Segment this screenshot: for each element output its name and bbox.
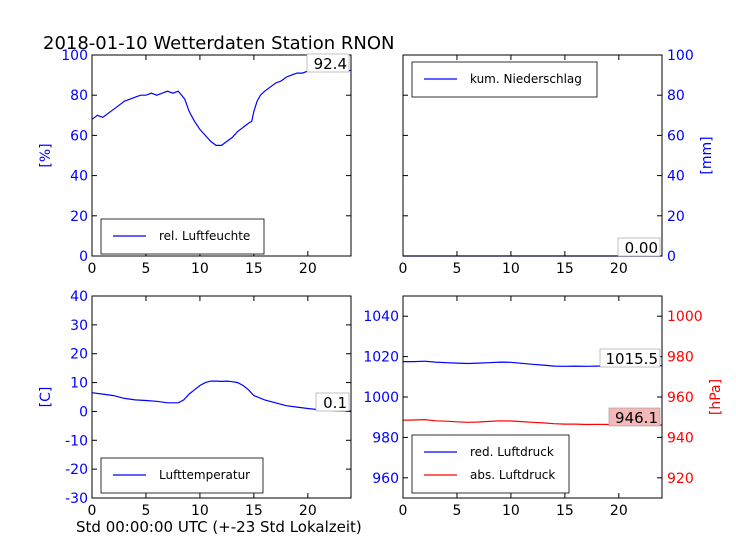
panel-temperature-ytick-label: -10 [65, 433, 88, 449]
panel-temperature-frame [91, 295, 352, 499]
panel-precipitation-xtick-label: 15 [556, 261, 574, 277]
panel-humidity-current-value-box [306, 53, 350, 73]
panel-pressure-xtick-label: 0 [399, 503, 408, 519]
panel-pressure-ytick-label: 1020 [363, 350, 399, 366]
panel-precipitation-ytick-label: 100 [667, 48, 694, 64]
panel-humidity-ylabel: [%] [38, 143, 54, 167]
panel-precipitation-xtick-label: 10 [502, 261, 520, 277]
panel-pressure-ytick-right-label: 980 [667, 350, 694, 366]
panel-pressure-ytick-right-label: 960 [667, 390, 694, 406]
panel-precipitation-xtick-label: 20 [610, 261, 628, 277]
panel-humidity-xtick-label: 10 [191, 261, 209, 277]
panel-humidity-xtick-label: 5 [141, 261, 150, 277]
panel-precipitation-ylabel: [mm] [699, 136, 715, 174]
panel-temperature-ytick-label: 0 [79, 404, 88, 420]
panel-humidity-xtick-label: 20 [299, 261, 317, 277]
panel-humidity-ytick-label: 60 [70, 128, 88, 144]
panel-temperature-current-value: 0.1 [323, 394, 347, 412]
panel-temperature-ytick-label: 10 [70, 376, 88, 392]
panel-humidity-frame [91, 54, 352, 257]
panel-pressure-current-value-1-box [608, 407, 661, 427]
panel-precipitation-ytick-label: 40 [667, 169, 685, 185]
panel-precipitation-xtick-label: 0 [399, 261, 408, 277]
panel-pressure-current-value-0-box [599, 348, 661, 368]
panel-temperature-series-line-0 [91, 380, 352, 412]
panel-precipitation-legend-label-0: kum. Niederschlag [470, 72, 582, 86]
panel-pressure-ylabel-right: [hPa] [708, 379, 724, 415]
panel-pressure-legend-label-1: abs. Luftdruck [470, 468, 555, 482]
panel-humidity-ytick-label: 20 [70, 209, 88, 225]
panel-temperature-xtick-label: 15 [245, 503, 263, 519]
panel-temperature-xtick-label: 20 [299, 503, 317, 519]
panel-temperature-ylabel: [C] [38, 387, 54, 408]
panel-temperature-ytick-label: -30 [65, 491, 88, 507]
panel-pressure-ytick-right-label: 1000 [667, 309, 703, 325]
panel-pressure-xtick-label: 5 [452, 503, 461, 519]
panel-pressure-current-value-0: 1015.5 [606, 350, 659, 368]
panel-humidity-ytick-label: 0 [79, 249, 88, 265]
panel-pressure-legend [411, 434, 570, 494]
panel-pressure-ytick-label: 980 [372, 430, 399, 446]
panel-precipitation-ytick-label: 60 [667, 128, 685, 144]
panel-temperature-xtick-label: 5 [141, 503, 150, 519]
panel-pressure-ytick-label: 1040 [363, 309, 399, 325]
panel-precipitation-ytick-label: 0 [667, 249, 676, 265]
panel-humidity-ytick-label: 100 [61, 48, 88, 64]
panel-humidity-legend-label-0: rel. Luftfeuchte [159, 229, 250, 243]
x-axis-label: Std 00:00:00 UTC (+-23 Std Lokalzeit) [76, 518, 362, 536]
panel-precipitation-ytick-label: 80 [667, 88, 685, 104]
panel-pressure-xtick-label: 15 [556, 503, 574, 519]
panel-pressure-ytick-label: 1000 [363, 390, 399, 406]
panel-temperature-ytick-label: 30 [70, 318, 88, 334]
panel-humidity-xtick-label: 0 [88, 261, 97, 277]
panel-precipitation-current-value-box [617, 237, 661, 257]
panel-temperature-ytick-label: 40 [70, 289, 88, 305]
panel-temperature-legend-label-0: Lufttemperatur [159, 468, 250, 482]
panel-precipitation-ytick-label: 20 [667, 209, 685, 225]
panel-pressure-xtick-label: 10 [502, 503, 520, 519]
panel-temperature-ytick-label: -20 [65, 462, 88, 478]
panel-humidity-ytick-label: 80 [70, 88, 88, 104]
panel-pressure-legend-label-0: red. Luftdruck [470, 445, 554, 459]
panel-pressure-ytick-label: 960 [372, 471, 399, 487]
panel-precipitation-current-value: 0.00 [625, 239, 658, 257]
panel-temperature-current-value-box [315, 392, 350, 412]
panel-temperature-ytick-label: 20 [70, 347, 88, 363]
panel-precipitation-frame [402, 54, 663, 257]
panel-humidity-series-line-0 [91, 68, 352, 146]
chart-title: 2018-01-10 Wetterdaten Station RNON [43, 33, 394, 54]
panel-temperature-xtick-label: 10 [191, 503, 209, 519]
panel-pressure-xtick-label: 20 [610, 503, 628, 519]
panel-precipitation-xtick-label: 5 [452, 261, 461, 277]
panel-humidity-current-value: 92.4 [314, 55, 347, 73]
panel-temperature-legend [100, 457, 264, 494]
panel-pressure-ytick-right-label: 940 [667, 430, 694, 446]
panel-humidity-xtick-label: 15 [245, 261, 263, 277]
panel-pressure-ytick-right-label: 920 [667, 471, 694, 487]
panel-temperature-xtick-label: 0 [88, 503, 97, 519]
panel-humidity-legend [100, 218, 265, 255]
panel-pressure-current-value-1: 946.1 [615, 409, 658, 427]
panel-humidity-ytick-label: 40 [70, 169, 88, 185]
